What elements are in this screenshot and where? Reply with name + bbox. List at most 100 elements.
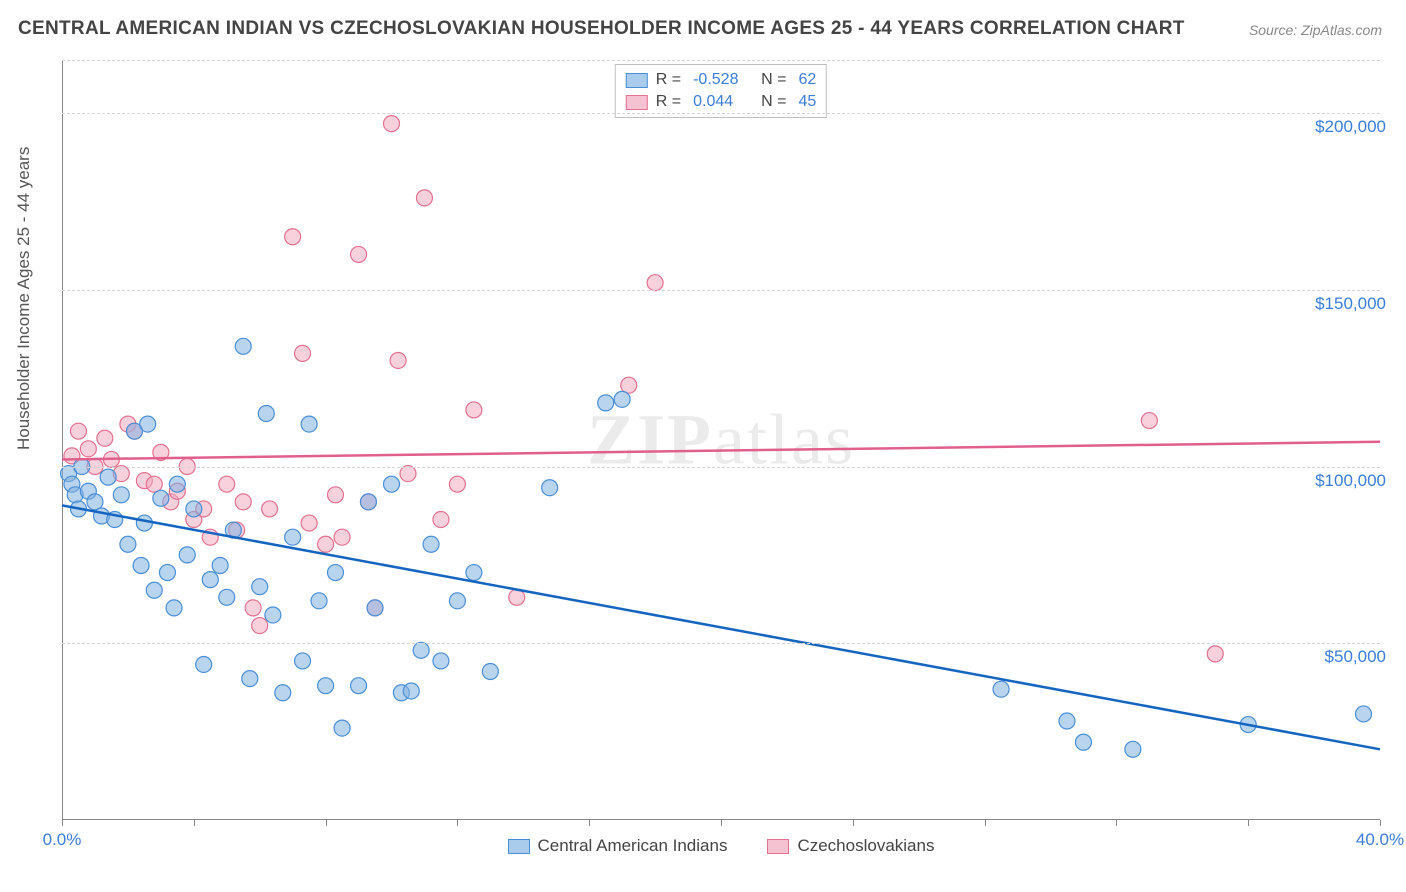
data-point	[146, 582, 162, 598]
data-point	[647, 275, 663, 291]
data-point	[166, 600, 182, 616]
data-point	[100, 469, 116, 485]
data-point	[97, 430, 113, 446]
data-point	[159, 565, 175, 581]
legend-r-value: -0.528	[693, 69, 753, 91]
y-axis-label: Householder Income Ages 25 - 44 years	[14, 147, 34, 450]
data-point	[598, 395, 614, 411]
data-point	[252, 618, 268, 634]
source-label: Source: ZipAtlas.com	[1249, 22, 1382, 38]
data-point	[80, 441, 96, 457]
data-point	[186, 501, 202, 517]
data-point	[482, 664, 498, 680]
legend-r-label: R =	[656, 69, 681, 91]
x-tick	[1248, 820, 1249, 826]
data-point	[318, 678, 334, 694]
data-point	[384, 476, 400, 492]
data-point	[196, 656, 212, 672]
data-point	[1059, 713, 1075, 729]
data-point	[334, 529, 350, 545]
data-point	[351, 246, 367, 262]
data-point	[70, 423, 86, 439]
x-tick	[326, 820, 327, 826]
series-legend: Central American Indians Czechoslovakians	[62, 836, 1380, 856]
legend-label: Central American Indians	[538, 836, 728, 856]
data-point	[262, 501, 278, 517]
data-point	[133, 557, 149, 573]
data-point	[1141, 413, 1157, 429]
data-point	[400, 466, 416, 482]
data-point	[334, 720, 350, 736]
data-point	[416, 190, 432, 206]
data-point	[301, 416, 317, 432]
data-point	[179, 547, 195, 563]
data-point	[367, 600, 383, 616]
data-point	[245, 600, 261, 616]
data-point	[403, 683, 419, 699]
x-tick	[985, 820, 986, 826]
data-point	[120, 536, 136, 552]
data-point	[384, 116, 400, 132]
data-point	[433, 512, 449, 528]
data-point	[235, 494, 251, 510]
data-point	[449, 593, 465, 609]
data-point	[219, 589, 235, 605]
y-tick-label: $150,000	[1286, 294, 1386, 314]
legend-n-value: 62	[798, 69, 816, 91]
data-point	[327, 565, 343, 581]
data-point	[295, 653, 311, 669]
gridline-h	[62, 113, 1380, 114]
legend-item: Czechoslovakians	[767, 836, 934, 856]
data-point	[202, 572, 218, 588]
data-point	[275, 685, 291, 701]
y-tick-label: $200,000	[1286, 117, 1386, 137]
gridline-h	[62, 60, 1380, 61]
legend-label: Czechoslovakians	[797, 836, 934, 856]
y-tick-label: $100,000	[1286, 471, 1386, 491]
data-point	[1075, 734, 1091, 750]
legend-swatch	[767, 839, 789, 854]
scatter-svg	[62, 60, 1380, 820]
x-tick	[853, 820, 854, 826]
gridline-h	[62, 643, 1380, 644]
data-point	[219, 476, 235, 492]
data-point	[466, 565, 482, 581]
y-tick-label: $50,000	[1286, 647, 1386, 667]
data-point	[311, 593, 327, 609]
legend-n-label: N =	[761, 69, 786, 91]
data-point	[993, 681, 1009, 697]
x-tick	[589, 820, 590, 826]
data-point	[413, 642, 429, 658]
correlation-legend: R = -0.528 N = 62R =0.044N =45	[615, 64, 827, 118]
data-point	[252, 579, 268, 595]
gridline-h	[62, 467, 1380, 468]
data-point	[242, 671, 258, 687]
data-point	[614, 391, 630, 407]
legend-row: R = -0.528 N = 62	[626, 69, 816, 91]
data-point	[301, 515, 317, 531]
data-point	[360, 494, 376, 510]
plot-area: ZIPatlas R =-0.528N =62R =0.044N =45 Cen…	[62, 60, 1380, 820]
legend-swatch	[626, 73, 648, 88]
trend-line	[62, 442, 1380, 460]
data-point	[1125, 741, 1141, 757]
legend-item: Central American Indians	[508, 836, 728, 856]
legend-swatch	[508, 839, 530, 854]
data-point	[258, 405, 274, 421]
gridline-h	[62, 290, 1380, 291]
data-point	[1356, 706, 1372, 722]
data-point	[423, 536, 439, 552]
data-point	[390, 352, 406, 368]
legend-n-value: 45	[798, 91, 816, 113]
data-point	[136, 515, 152, 531]
x-tick	[1116, 820, 1117, 826]
data-point	[265, 607, 281, 623]
x-tick-label: 0.0%	[43, 830, 82, 850]
data-point	[235, 338, 251, 354]
data-point	[169, 476, 185, 492]
data-point	[295, 345, 311, 361]
legend-row: R =0.044N =45	[626, 91, 816, 113]
legend-r-value: 0.044	[693, 91, 753, 113]
data-point	[449, 476, 465, 492]
x-tick	[62, 820, 63, 826]
